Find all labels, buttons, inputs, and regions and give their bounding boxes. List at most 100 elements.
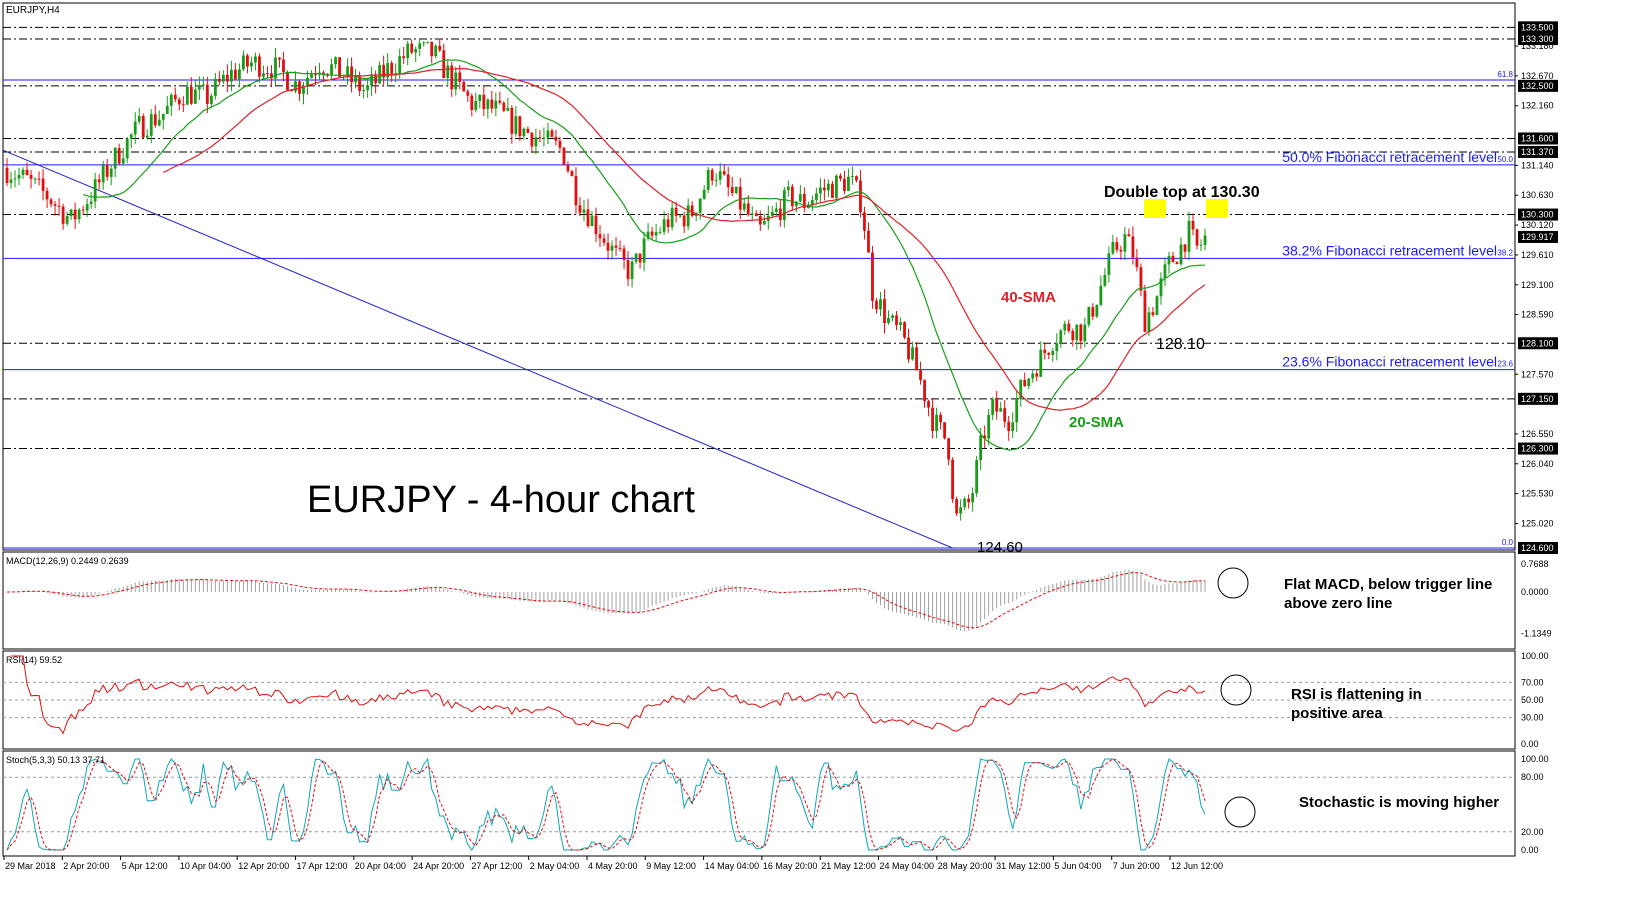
- candles: [5, 38, 1207, 521]
- price-tick-label-3: 131.140: [1521, 160, 1554, 170]
- x-tick-label-3: 10 Apr 04:00: [180, 861, 231, 871]
- candle-body: [250, 62, 253, 67]
- candle-body: [474, 101, 478, 110]
- price-tick-label-7: 129.100: [1521, 280, 1554, 290]
- price-box-9: [1518, 442, 1558, 455]
- candle-body: [1091, 307, 1095, 317]
- stoch-tick-1: 80.00: [1521, 772, 1544, 782]
- candle-body: [1079, 324, 1083, 342]
- candle-body: [750, 213, 754, 215]
- candle-body: [558, 140, 562, 148]
- candle-body: [610, 245, 614, 251]
- stoch-tick-2: 20.00: [1521, 827, 1544, 837]
- candle-body: [1047, 352, 1051, 355]
- symbol-label: EURJPY,H4: [6, 5, 60, 16]
- price-box-5: [1518, 208, 1558, 221]
- candle-body: [1075, 324, 1079, 341]
- candle-body: [398, 56, 402, 74]
- candle-body: [658, 231, 662, 233]
- price-box-label-9: 126.300: [1521, 444, 1554, 454]
- candle-body: [883, 299, 886, 324]
- candle-body: [1039, 349, 1043, 377]
- candle-body: [330, 64, 333, 75]
- candle-body: [370, 75, 374, 86]
- candle-body: [702, 189, 706, 199]
- candle-body: [742, 203, 746, 210]
- chart-title: EURJPY - 4-hour chart: [307, 479, 695, 521]
- sma20-line: [82, 59, 1205, 451]
- macd-header: MACD(12,26,9) 0.2449 0.2639: [6, 556, 129, 566]
- candle-body: [810, 200, 814, 205]
- price-box-7: [1518, 337, 1558, 350]
- candle-body: [1183, 244, 1187, 252]
- candle-body: [193, 89, 197, 104]
- candle-body: [1063, 323, 1067, 331]
- candle-body: [302, 86, 305, 94]
- candle-body: [254, 56, 257, 63]
- candle-body: [470, 95, 474, 110]
- candle-body: [454, 72, 458, 90]
- candle-body: [738, 186, 742, 210]
- candle-body: [458, 72, 462, 82]
- price-box-label-2: 132.500: [1521, 81, 1554, 91]
- candle-body: [554, 136, 558, 141]
- candle-body: [213, 78, 217, 96]
- candle-body: [205, 84, 209, 104]
- candle-body: [286, 72, 289, 91]
- candle-body: [502, 102, 506, 111]
- candle-body: [678, 215, 682, 217]
- stoch-header: Stoch(5,3,3) 50.13 37.71: [6, 755, 105, 765]
- candle-body: [1203, 235, 1207, 245]
- candle-body: [762, 220, 766, 225]
- candle-body: [682, 215, 686, 227]
- x-tick-label-0: 29 Mar 2018: [5, 861, 56, 871]
- rsi-note-1: RSI is flattening in: [1291, 686, 1422, 703]
- candle-body: [177, 99, 181, 105]
- candle-body: [718, 171, 722, 180]
- price-tick-label-1: 132.670: [1521, 71, 1554, 81]
- x-tick-label-19: 7 Jun 20:00: [1113, 861, 1160, 871]
- candle-body: [690, 205, 694, 217]
- stoch-note: Stochastic is moving higher: [1299, 794, 1499, 811]
- rsi-tick-3: 30.00: [1521, 713, 1544, 723]
- sma40-label: 40-SMA: [1001, 289, 1056, 306]
- candle-body: [270, 73, 273, 79]
- price-box-0: [1518, 21, 1558, 34]
- candle-body: [578, 205, 582, 213]
- candle-body: [1179, 244, 1183, 265]
- price-box-8: [1518, 392, 1558, 405]
- candle-body: [322, 72, 325, 74]
- price-tick-label-8: 128.590: [1521, 310, 1554, 320]
- candle-body: [486, 99, 490, 109]
- candle-body: [1099, 285, 1103, 305]
- candle-body: [590, 215, 594, 227]
- fib-tag-0: 61.8: [1497, 70, 1513, 79]
- candle-body: [726, 174, 730, 188]
- candle-body: [209, 95, 213, 104]
- candle-body: [121, 158, 125, 164]
- candle-body: [1095, 304, 1099, 317]
- candle-body: [722, 171, 726, 175]
- candle-body: [851, 176, 854, 178]
- candle-body: [863, 212, 866, 231]
- x-tick-label-5: 17 Apr 12:00: [297, 861, 348, 871]
- candle-body: [181, 104, 185, 106]
- x-tick-label-7: 24 Apr 20:00: [413, 861, 464, 871]
- candle-body: [490, 99, 494, 109]
- candle-body: [402, 56, 406, 59]
- candle-body: [694, 212, 698, 217]
- candle-body: [586, 209, 590, 227]
- candle-body: [999, 408, 1003, 412]
- candle-body: [45, 190, 49, 200]
- candle-body: [1103, 274, 1107, 286]
- candle-body: [37, 178, 41, 180]
- sma40-line: [163, 67, 1206, 411]
- candle-body: [229, 69, 233, 82]
- candle-body: [482, 94, 486, 109]
- x-tick-label-13: 16 May 20:00: [763, 861, 818, 871]
- candle-body: [911, 347, 914, 360]
- price-box-10: [1518, 542, 1558, 554]
- candle-body: [1019, 379, 1023, 399]
- candle-body: [13, 178, 17, 180]
- stoch-panel: [2, 750, 1516, 857]
